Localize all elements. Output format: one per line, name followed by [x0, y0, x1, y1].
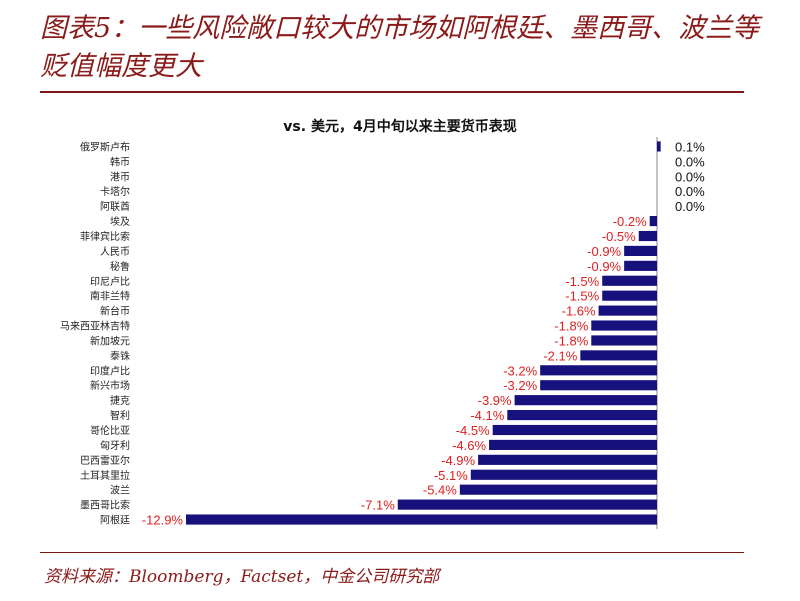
- bar: [514, 395, 657, 406]
- category-label: 墨西哥比索: [80, 499, 130, 512]
- footer-divider: [40, 552, 744, 553]
- data-label: -3.2%: [503, 363, 537, 378]
- data-label: -12.9%: [142, 513, 184, 528]
- category-label: 卡塔尔: [100, 185, 130, 198]
- bar: [657, 141, 661, 152]
- bar: [186, 514, 657, 525]
- category-label: 匈牙利: [100, 439, 130, 452]
- category-label: 南非兰特: [90, 290, 130, 303]
- bar: [580, 350, 657, 361]
- data-label: -4.5%: [456, 423, 490, 438]
- category-label: 秘鲁: [110, 260, 130, 273]
- category-label: 俄罗斯卢布: [80, 140, 130, 153]
- data-label: -0.5%: [602, 229, 636, 244]
- data-label: -4.6%: [452, 438, 486, 453]
- bar: [489, 439, 657, 450]
- category-label: 人民币: [100, 246, 130, 258]
- data-label: -2.1%: [543, 348, 577, 363]
- bar: [649, 216, 657, 227]
- category-label: 波兰: [110, 484, 130, 497]
- bar: [638, 230, 657, 242]
- category-label: 智利: [110, 409, 130, 422]
- category-label: 捷克: [110, 394, 130, 407]
- category-label: 马来西亚林吉特: [60, 320, 130, 333]
- data-label: -1.6%: [562, 304, 596, 319]
- data-label: -7.1%: [361, 498, 395, 513]
- category-label: 埃及: [110, 215, 130, 228]
- category-label: 土耳其里拉: [80, 469, 130, 482]
- bar: [624, 260, 657, 271]
- bar: [624, 245, 657, 256]
- category-label: 新兴市场: [90, 379, 130, 392]
- data-label: -5.1%: [434, 468, 468, 483]
- bar: [598, 305, 657, 316]
- data-label: -1.5%: [565, 289, 599, 304]
- source-note: 资料来源：Bloomberg，Factset，中金公司研究部: [44, 567, 440, 587]
- chart-title: vs. 美元，4月中旬以来主要货币表现: [283, 119, 517, 135]
- bar: [591, 335, 657, 346]
- title-divider: [40, 91, 744, 93]
- page-title: 图表5：一些风险敞口较大的市场如阿根廷、墨西哥、波兰等贬值幅度更大: [40, 13, 760, 82]
- bar: [470, 469, 657, 480]
- category-label: 哥伦比亚: [90, 424, 130, 437]
- category-label: 阿联酋: [100, 200, 130, 213]
- category-label: 港币: [110, 171, 130, 183]
- category-label: 阿根廷: [100, 514, 130, 527]
- data-label: -0.9%: [587, 244, 621, 259]
- bar: [540, 380, 657, 391]
- category-label: 韩币: [110, 155, 130, 168]
- category-label: 新加坡元: [90, 334, 130, 347]
- data-label: 0.1%: [675, 139, 705, 154]
- data-label: 0.0%: [675, 154, 705, 169]
- bar: [602, 290, 657, 301]
- bar: [459, 484, 657, 495]
- category-label: 泰铢: [110, 349, 130, 362]
- data-label: -1.8%: [554, 319, 588, 334]
- data-label: -3.9%: [478, 393, 512, 408]
- data-label: 0.0%: [675, 184, 705, 199]
- data-label: -4.1%: [470, 408, 504, 423]
- bar: [540, 365, 657, 376]
- bar: [492, 424, 657, 436]
- data-label: -5.4%: [423, 483, 457, 498]
- data-label: -1.8%: [554, 333, 588, 348]
- data-label: 0.0%: [675, 199, 705, 214]
- data-label: -0.2%: [613, 214, 647, 229]
- category-label: 新台币: [100, 305, 130, 318]
- bar: [507, 410, 657, 421]
- bar: [591, 320, 657, 331]
- bar: [602, 275, 657, 286]
- data-label: -3.2%: [503, 378, 537, 393]
- data-label: -4.9%: [441, 453, 475, 468]
- bar: [478, 454, 657, 465]
- bar: [397, 499, 657, 510]
- data-label: -1.5%: [565, 274, 599, 289]
- category-label: 印尼卢比: [90, 275, 130, 288]
- data-label: -0.9%: [587, 259, 621, 274]
- category-label: 巴西雷亚尔: [80, 454, 130, 467]
- data-label: 0.0%: [675, 169, 705, 184]
- category-label: 菲律宾比索: [80, 230, 130, 243]
- category-label: 印度卢比: [90, 364, 130, 377]
